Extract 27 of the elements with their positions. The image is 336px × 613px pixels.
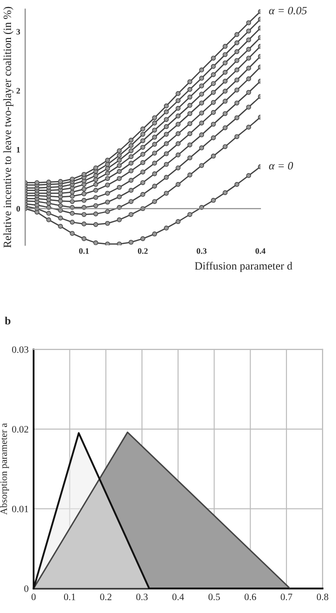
x-tick-label: 0.3: [136, 594, 148, 600]
x-tick-label: 0.1: [64, 594, 76, 600]
x-axis-title: Diffusion parameter d: [194, 262, 292, 272]
x-tick-label: 0.4: [256, 248, 266, 254]
x-tick-label: 0.8: [316, 594, 328, 600]
y-tick-label: 0: [16, 206, 20, 212]
x-tick-label: 0.2: [100, 594, 112, 600]
x-tick-label: 0.2: [138, 248, 148, 254]
y-axis-title: Absorption parameter a: [0, 423, 9, 515]
y-tick-label: 1: [16, 147, 20, 153]
x-tick-label: 0.3: [196, 248, 207, 254]
y-tick-label: 0.03: [12, 346, 28, 353]
series-label: α = 0.05: [269, 6, 307, 14]
y-tick-label: 0.02: [12, 426, 28, 433]
x-tick-label: 0.1: [79, 248, 89, 254]
chart-title: b: [4, 316, 10, 325]
x-tick-label: 0.5: [208, 594, 220, 600]
series-label: α = 0: [269, 162, 294, 170]
y-tick-label: 2: [16, 88, 20, 94]
y-tick-label: 0: [24, 585, 28, 592]
y-tick-label: 0.01: [12, 506, 28, 512]
x-tick-label: 0.4: [172, 594, 184, 600]
y-tick-label: 3: [16, 28, 20, 35]
x-tick-label: 0.7: [280, 594, 292, 600]
x-tick-label: 0.6: [244, 594, 256, 600]
x-tick-label: 0: [32, 594, 36, 600]
y-axis-title: Relative incentive to leave two-player coalition (in %): [3, 6, 14, 248]
